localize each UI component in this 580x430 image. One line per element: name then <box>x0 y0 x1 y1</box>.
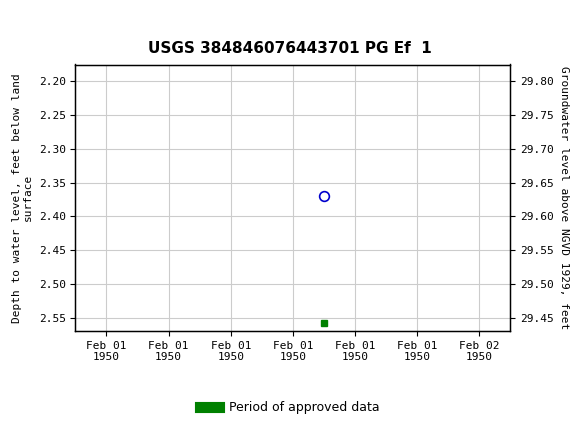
Y-axis label: Depth to water level, feet below land
surface: Depth to water level, feet below land su… <box>12 73 33 322</box>
Text: ≡USGS: ≡USGS <box>7 12 89 33</box>
Legend: Period of approved data: Period of approved data <box>195 396 385 419</box>
Text: USGS 384846076443701 PG Ef  1: USGS 384846076443701 PG Ef 1 <box>148 41 432 56</box>
Y-axis label: Groundwater level above NGVD 1929, feet: Groundwater level above NGVD 1929, feet <box>560 66 570 329</box>
